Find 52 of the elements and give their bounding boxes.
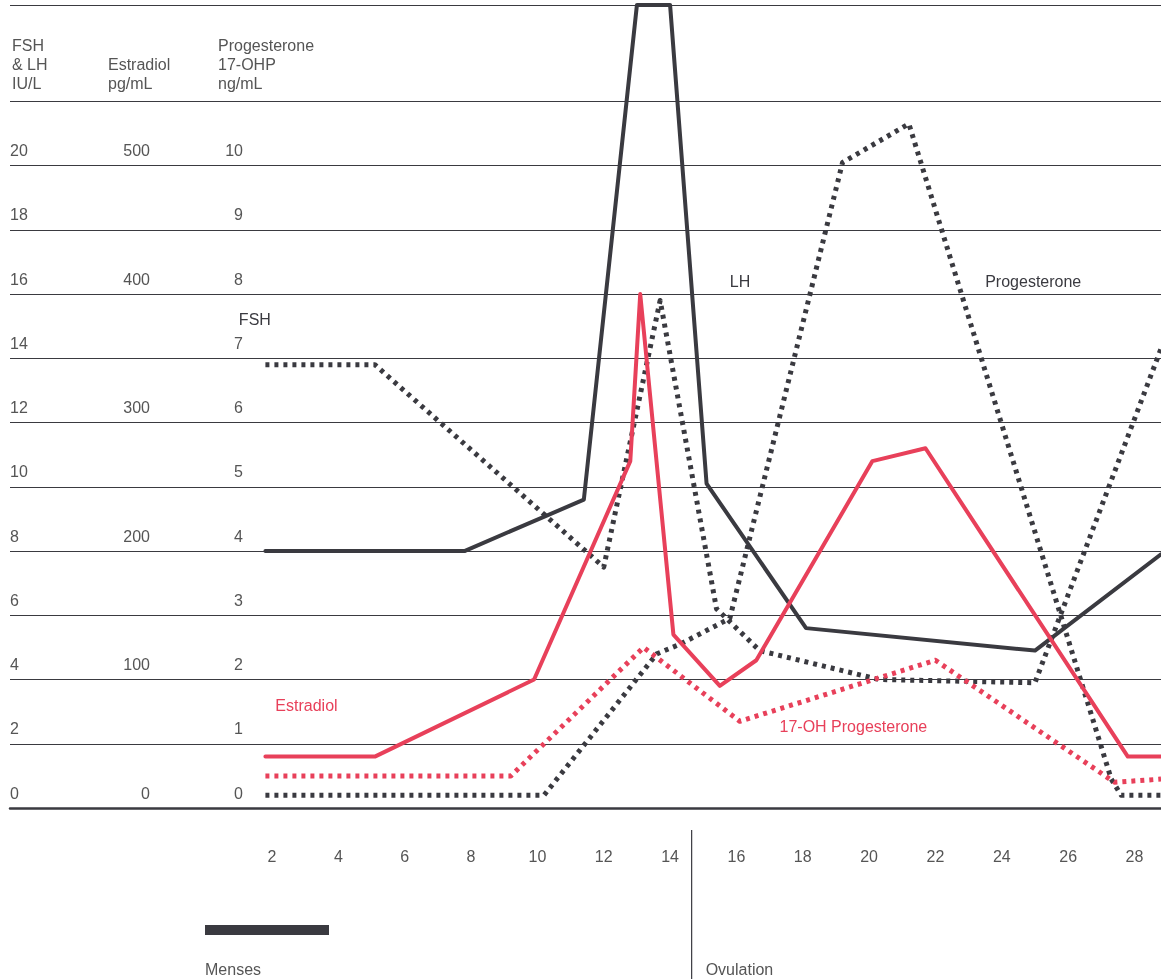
series-label: 17-OH Progesterone xyxy=(779,717,928,735)
y-tick-label: 18 xyxy=(10,206,28,224)
x-tick-label: 26 xyxy=(1059,847,1078,865)
y2-tick-label: 0 xyxy=(141,784,151,802)
y3-tick-label: 10 xyxy=(225,142,244,160)
y2-axis-title: Estradiol pg/mL xyxy=(108,56,171,93)
text: Menses xyxy=(205,960,262,978)
y3-tick-label: 9 xyxy=(234,206,244,224)
y3-axis-title: Progesterone 17-OHP ng/mL xyxy=(218,37,315,93)
x-tick-label: 10 xyxy=(528,847,547,865)
x-tick-label: 6 xyxy=(400,847,410,865)
x-tick-label: 20 xyxy=(860,847,879,865)
y-tick-label: 4 xyxy=(10,656,19,674)
y3-tick-label: 3 xyxy=(234,591,244,609)
y2-tick-label: 300 xyxy=(123,399,151,417)
y-tick-label: 8 xyxy=(10,527,19,545)
y-tick-label: 0 xyxy=(10,784,19,802)
text: LH xyxy=(729,272,751,290)
series-label: Progesterone xyxy=(985,272,1082,290)
y-tick-label: 16 xyxy=(10,270,28,288)
y-tick-label: 10 xyxy=(10,463,28,481)
y2-tick-label: 100 xyxy=(123,656,151,674)
y3-tick-label: 7 xyxy=(234,334,244,352)
x-tick-label: 18 xyxy=(793,847,812,865)
text: FSH xyxy=(238,311,271,329)
y-tick-label: 14 xyxy=(10,334,28,352)
y2-tick-label: 200 xyxy=(123,527,151,545)
x-tick-label: 16 xyxy=(727,847,746,865)
y3-tick-label: 5 xyxy=(234,463,244,481)
y3-tick-label: 1 xyxy=(234,720,244,738)
x-tick-label: 12 xyxy=(594,847,613,865)
y2-tick-label: 500 xyxy=(123,142,151,160)
x-tick-label: 28 xyxy=(1125,847,1144,865)
x-tick-label: 2 xyxy=(267,847,277,865)
y2-tick-label: 400 xyxy=(123,270,151,288)
y3-tick-label: 6 xyxy=(234,399,244,417)
y-tick-label: 12 xyxy=(10,399,28,417)
y3-tick-label: 2 xyxy=(234,656,244,674)
x-tick-label: 8 xyxy=(466,847,476,865)
text: Estradiol xyxy=(275,696,338,714)
x-tick-label: 22 xyxy=(926,847,945,865)
x-tick-label: 24 xyxy=(992,847,1011,865)
y-axis-title: FSH & LH IU/L xyxy=(12,37,48,93)
y3-tick-label: 0 xyxy=(234,784,244,802)
y-tick-label: 20 xyxy=(10,142,28,160)
y-tick-label: 6 xyxy=(10,591,19,609)
y3-tick-label: 8 xyxy=(234,270,244,288)
y3-tick-label: 4 xyxy=(234,527,244,545)
ref-line-label: Ovulation xyxy=(705,960,774,978)
y-tick-label: 2 xyxy=(10,720,19,738)
x-tick-label: 14 xyxy=(661,847,680,865)
x-tick-label: 4 xyxy=(333,847,343,865)
